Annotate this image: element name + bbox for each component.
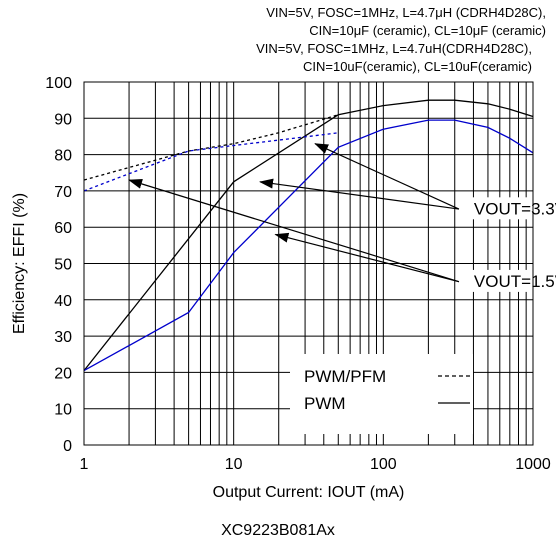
y-tick-label: 30 <box>54 329 72 346</box>
legend-entry-label: PWM/PFM <box>304 367 386 386</box>
device-caption: XC9223B081Ax <box>221 522 335 539</box>
legend: PWM/PFM PWM <box>290 354 473 434</box>
y-tick-label: 100 <box>45 75 72 92</box>
x-axis-label: Output Current: IOUT (mA) <box>213 484 405 501</box>
y-tick-label: 80 <box>54 148 72 165</box>
x-tick-label: 10 <box>225 456 243 473</box>
plot-frame <box>83 81 534 446</box>
conditions-line-2: CIN=10μF (ceramic), CL=10μF (ceramic) <box>309 23 546 38</box>
legend-entry-label: PWM <box>304 394 346 413</box>
annotation-label: VOUT=1.5V <box>474 272 556 291</box>
y-tick-label: 70 <box>54 184 72 201</box>
y-tick-label: 90 <box>54 111 72 128</box>
annotation-label: VOUT=3.3V <box>474 199 556 218</box>
conditions-line-4: CIN=10uF(ceramic), CL=10uF(ceramic) <box>302 59 532 74</box>
legend-background <box>290 354 473 434</box>
y-tick-label: 0 <box>63 438 72 455</box>
x-tick-label: 100 <box>370 456 397 473</box>
y-tick-label: 20 <box>54 365 72 382</box>
series-line-3 <box>83 119 534 372</box>
annotation-arrow <box>128 179 460 283</box>
annotation-labels: VOUT=3.3V VOUT=1.5V <box>468 197 556 292</box>
tick-labels: 1 10 100 1000 0 10 20 30 40 50 60 70 80 90 100 <box>45 75 551 473</box>
conditions-line-1: VIN=5V, FOSC=1MHz, L=4.7μH (CDRH4D28C), <box>266 5 546 20</box>
annotation-label-background <box>468 269 556 292</box>
annotation-label-background <box>468 197 556 220</box>
y-tick-label: 10 <box>54 402 72 419</box>
series-group <box>83 99 534 372</box>
y-tick-label: 60 <box>54 220 72 237</box>
y-tick-label: 40 <box>54 293 72 310</box>
conditions-line-3: VIN=5V, FOSC=1MHz, L=4.7uH(CDRH4D28C), <box>256 41 532 56</box>
annotation-arrow <box>314 143 460 210</box>
y-tick-label: 50 <box>54 257 72 274</box>
series-line-2 <box>83 114 339 181</box>
series-line-1 <box>83 99 534 372</box>
annotation-arrows <box>128 143 460 283</box>
y-axis-label: Efficiency: EFFI (%) <box>11 193 28 334</box>
series-line-4 <box>83 132 339 192</box>
x-tick-label: 1000 <box>515 456 551 473</box>
annotation-arrow <box>259 178 460 210</box>
x-tick-label: 1 <box>80 456 89 473</box>
annotation-arrow <box>274 232 460 283</box>
